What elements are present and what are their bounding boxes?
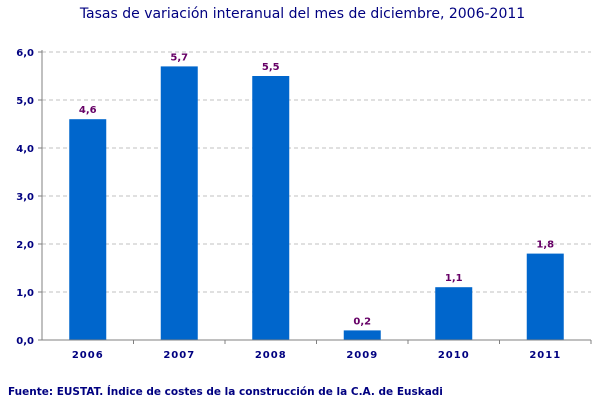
y-tick-label: 0,0 — [16, 336, 34, 347]
bar-2011 — [526, 253, 564, 340]
y-tick-label: 2,0 — [16, 240, 34, 251]
x-tick-label: 2008 — [255, 350, 287, 361]
bar-2009 — [343, 330, 381, 340]
data-label: 4,6 — [79, 105, 97, 116]
data-label: 1,1 — [445, 273, 463, 284]
y-tick-label: 1,0 — [16, 288, 34, 299]
chart-title: Tasas de variación interanual del mes de… — [79, 6, 526, 22]
y-tick-label: 4,0 — [16, 144, 34, 155]
y-tick-label: 6,0 — [16, 48, 34, 59]
x-tick-label: 2006 — [72, 350, 104, 361]
x-tick-label: 2009 — [346, 350, 378, 361]
y-tick-label: 5,0 — [16, 96, 34, 107]
bar-2007 — [160, 66, 198, 341]
y-tick-label: 3,0 — [16, 192, 34, 203]
data-label: 5,5 — [262, 62, 280, 73]
data-label: 0,2 — [353, 316, 371, 327]
data-label: 1,8 — [536, 240, 554, 251]
x-tick-label: 2011 — [529, 350, 561, 361]
source-note: Fuente: EUSTAT. Índice de costes de la c… — [8, 386, 443, 398]
data-label: 5,7 — [170, 52, 188, 63]
bar-2010 — [435, 287, 473, 340]
bar-2008 — [252, 76, 290, 340]
x-tick-label: 2007 — [163, 350, 195, 361]
x-tick-label: 2010 — [438, 350, 470, 361]
bar-2006 — [69, 119, 107, 340]
